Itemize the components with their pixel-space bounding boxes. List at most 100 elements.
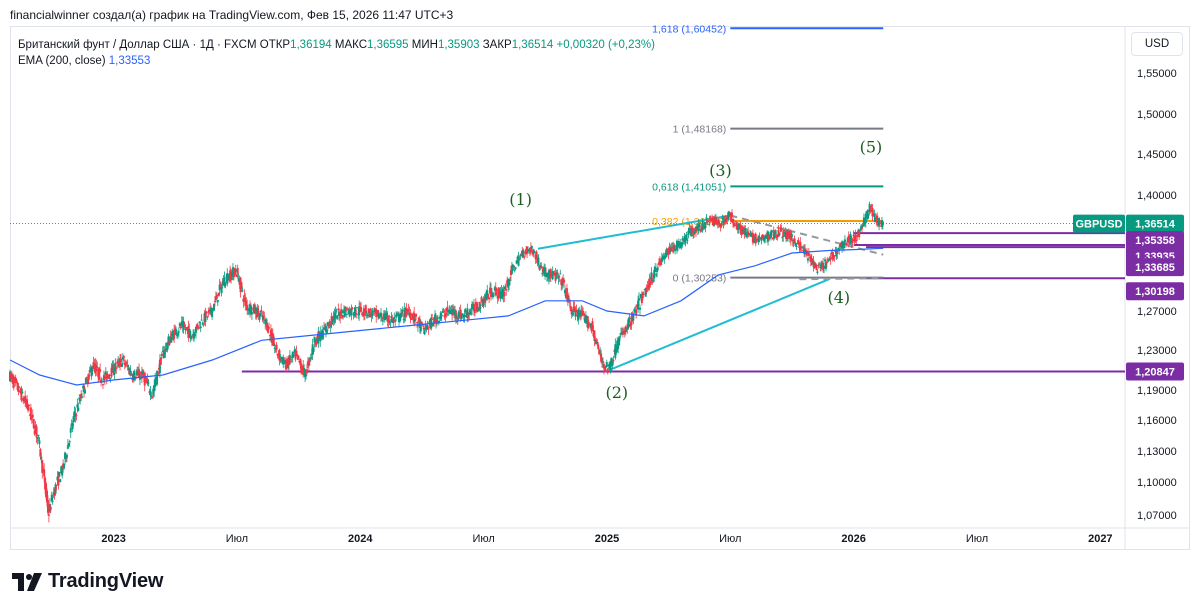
candle-body [697,223,700,231]
candle-body [513,269,516,271]
candle-body [518,259,521,261]
candle-body [75,414,78,416]
candle-body [433,317,436,324]
candle-body [367,308,370,314]
candle-body [256,307,259,314]
candle-body [371,311,374,316]
candle-body [565,288,568,299]
candle-body [393,317,396,319]
candle-body [415,313,418,317]
candle-body [551,270,554,280]
candle-body [168,340,171,345]
currency-button[interactable]: USD [1131,32,1183,56]
candle-body [173,330,176,339]
symbol-tag-bg [1073,214,1125,233]
candle-body [815,264,818,270]
candle-body [597,344,600,350]
candle-body [282,356,285,365]
chart-frame[interactable] [10,26,1190,550]
candle-body [106,374,109,376]
candle-body [665,248,668,257]
candle-body [575,309,578,313]
candle-body [64,458,67,460]
candle-body [35,426,38,438]
candle-body [467,313,470,318]
candle-body [113,372,116,375]
candle-body [49,507,52,510]
candle-body [781,236,784,238]
candle-body [456,317,459,320]
candle-body [257,310,260,316]
candle-body [184,328,187,331]
candle-body [593,330,596,342]
candle-body [394,319,397,323]
candle-body [715,219,718,225]
candle-body [490,287,493,298]
candle-body [476,306,479,310]
candle-body [254,306,257,314]
candle-body [427,328,430,330]
candle-body [522,249,525,258]
candle-body [344,307,347,312]
level-badge-bg [1126,231,1184,250]
candle-body [409,312,412,319]
candle-body [218,284,221,291]
candle-body [194,334,197,336]
last-price-badge-bg [1126,214,1184,233]
candle-body [414,319,417,322]
candle-body [731,218,734,224]
candle-body [369,309,372,311]
candle-body [237,278,240,282]
candle-body [295,350,298,356]
candle-body [601,361,604,363]
candle-body [334,312,337,319]
candle-body [143,375,146,386]
x-tick-label: Июл [966,533,988,545]
candle-body [189,331,192,339]
candle-body [881,221,884,226]
candle-body [337,308,340,311]
candle-body [300,363,303,374]
candle-body [492,294,495,296]
candle-body [499,290,502,299]
candle-body [451,311,454,316]
candle-body [529,247,532,253]
candle-body [83,385,86,393]
candle-body [839,244,842,247]
legend-low-label: МИН [411,39,438,51]
candle-body [312,348,315,352]
candle-body [764,235,767,239]
candle-body [182,322,185,330]
candle-body [39,449,42,457]
candle-body [699,228,702,232]
candle-body [470,312,473,314]
candle-body [561,282,564,286]
candle-body [864,214,867,224]
candle-body [96,366,99,368]
candle-body [51,500,54,502]
candle-body [473,309,476,313]
last-price-badge: 1,36514 [1135,219,1176,231]
candle-body [90,367,93,377]
candle-body [653,269,656,279]
candle-body [441,310,444,313]
candle-body [410,317,413,320]
tradingview-logo[interactable]: TradingView [12,570,163,593]
candle-body [807,252,810,257]
candle-body [780,228,783,232]
candle-body [435,319,438,324]
candle-body [852,235,855,237]
candle-body [80,394,83,399]
candle-body [879,225,882,227]
candle-body [523,256,526,258]
candle-body [156,370,159,385]
candle-body [420,321,423,325]
candle-body [490,293,493,297]
candle-body [806,258,809,261]
candle-body [460,316,463,320]
candle-body [635,309,638,316]
candle-body [504,286,507,290]
candle-body [659,261,662,265]
x-tick-label: 2025 [595,533,619,545]
